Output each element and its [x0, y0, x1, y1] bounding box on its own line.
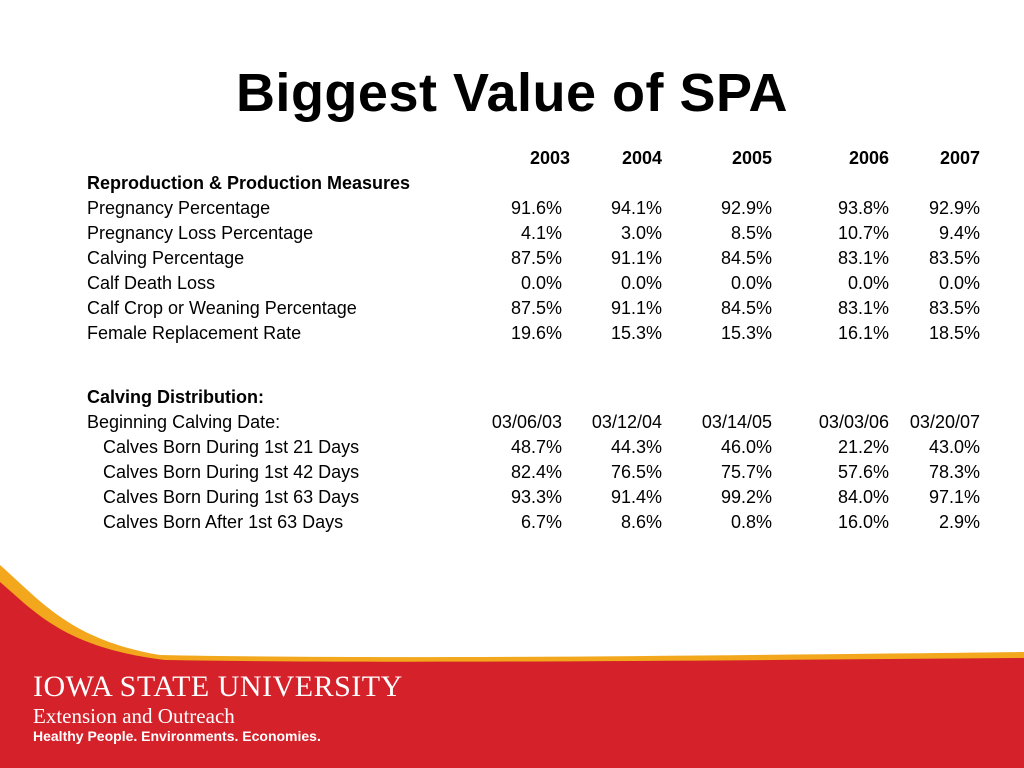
cell-2007: 92.9% [928, 198, 980, 218]
row-label: Calf Crop or Weaning Percentage [87, 298, 357, 318]
table-row: Calving Percentage 87.5% 91.1% 84.5% 83.… [87, 246, 987, 271]
cell-2004: 3.0% [620, 223, 662, 243]
cell-2004: 91.4% [610, 487, 662, 507]
table-row: Pregnancy Loss Percentage 4.1% 3.0% 8.5%… [87, 221, 987, 246]
table-row: Calves Born During 1st 42 Days 82.4% 76.… [87, 460, 987, 485]
cell-2006: 83.1% [837, 298, 889, 318]
cell-2004: 0.0% [620, 273, 662, 293]
cell-2003: 03/06/03 [491, 412, 562, 432]
cell-2003: 6.7% [520, 512, 562, 532]
row-label: Calves Born During 1st 21 Days [103, 437, 360, 457]
cell-2005: 75.7% [720, 462, 772, 482]
cell-2004: 76.5% [610, 462, 662, 482]
tagline: Healthy People. Environments. Economies. [33, 728, 321, 744]
cell-2007: 2.9% [938, 512, 980, 532]
calving-date-row: Beginning Calving Date: 03/06/03 03/12/0… [87, 410, 987, 435]
cell-2007: 97.1% [928, 487, 980, 507]
cell-2006: 93.8% [837, 198, 889, 218]
cell-2006: 84.0% [837, 487, 889, 507]
year-2005: 2005 [731, 148, 772, 168]
section-heading-calving: Calving Distribution: [87, 385, 987, 410]
row-label: Calves Born After 1st 63 Days [103, 512, 344, 532]
cell-2005: 15.3% [720, 323, 772, 343]
cell-2006: 83.1% [837, 248, 889, 268]
row-label: Beginning Calving Date: [87, 412, 281, 432]
cell-2004: 91.1% [610, 248, 662, 268]
cell-2006: 16.1% [837, 323, 889, 343]
table-row: Female Replacement Rate 19.6% 15.3% 15.3… [87, 321, 987, 346]
cell-2007: 18.5% [928, 323, 980, 343]
cell-2006: 03/03/06 [818, 412, 889, 432]
cell-2003: 19.6% [510, 323, 562, 343]
slide-title: Biggest Value of SPA [235, 63, 789, 123]
cell-2007: 83.5% [928, 248, 980, 268]
row-label: Female Replacement Rate [87, 323, 302, 343]
cell-2007: 78.3% [928, 462, 980, 482]
cell-2005: 8.5% [730, 223, 772, 243]
cell-2005: 0.8% [730, 512, 772, 532]
university-logo: IOWA STATE UNIVERSITY Extension and Outr… [33, 670, 403, 729]
cell-2003: 93.3% [510, 487, 562, 507]
section-heading-label: Calving Distribution: [87, 387, 264, 407]
cell-2006: 57.6% [837, 462, 889, 482]
year-2006: 2006 [848, 148, 889, 168]
cell-2004: 15.3% [610, 323, 662, 343]
section-heading-reproduction: Reproduction & Production Measures [87, 171, 987, 196]
cell-2003: 87.5% [510, 298, 562, 318]
table-row: Calf Death Loss 0.0% 0.0% 0.0% 0.0% 0.0% [87, 271, 987, 296]
row-label: Calves Born During 1st 63 Days [103, 487, 360, 507]
cell-2005: 0.0% [730, 273, 772, 293]
cell-2007: 03/20/07 [909, 412, 980, 432]
table-row: Pregnancy Percentage 91.6% 94.1% 92.9% 9… [87, 196, 987, 221]
year-header-row: 2003 2004 2005 2006 2007 [87, 146, 987, 171]
cell-2004: 03/12/04 [591, 412, 662, 432]
cell-2006: 16.0% [837, 512, 889, 532]
cell-2004: 8.6% [620, 512, 662, 532]
cell-2007: 83.5% [928, 298, 980, 318]
table-row: Calf Crop or Weaning Percentage 87.5% 91… [87, 296, 987, 321]
row-label: Calves Born During 1st 42 Days [103, 462, 360, 482]
cell-2004: 44.3% [610, 437, 662, 457]
table-row: Calves Born During 1st 21 Days 48.7% 44.… [87, 435, 987, 460]
row-label: Calving Percentage [87, 248, 245, 268]
cell-2006: 0.0% [847, 273, 889, 293]
cell-2003: 82.4% [510, 462, 562, 482]
cell-2007: 0.0% [938, 273, 980, 293]
cell-2005: 99.2% [720, 487, 772, 507]
data-table: 2003 2004 2005 2006 2007 Reproduction & … [87, 146, 987, 535]
cell-2005: 46.0% [720, 437, 772, 457]
cell-2003: 4.1% [520, 223, 562, 243]
table-row: Calves Born After 1st 63 Days 6.7% 8.6% … [87, 510, 987, 535]
year-2003: 2003 [529, 148, 570, 168]
cell-2006: 10.7% [837, 223, 889, 243]
cell-2003: 91.6% [510, 198, 562, 218]
row-label: Calf Death Loss [87, 273, 216, 293]
cell-2006: 21.2% [837, 437, 889, 457]
section-heading-label: Reproduction & Production Measures [87, 173, 411, 193]
extension-unit: Extension and Outreach [33, 704, 235, 728]
cell-2007: 9.4% [938, 223, 980, 243]
cell-2003: 0.0% [520, 273, 562, 293]
cell-2005: 84.5% [720, 298, 772, 318]
university-name: IOWA STATE UNIVERSITY [33, 670, 403, 703]
cell-2005: 92.9% [720, 198, 772, 218]
row-label: Pregnancy Loss Percentage [87, 223, 314, 243]
section-spacer [87, 346, 987, 385]
cell-2007: 43.0% [928, 437, 980, 457]
table-row: Calves Born During 1st 63 Days 93.3% 91.… [87, 485, 987, 510]
year-2007: 2007 [939, 148, 980, 168]
cell-2004: 94.1% [610, 198, 662, 218]
year-2004: 2004 [621, 148, 662, 168]
cell-2005: 84.5% [720, 248, 772, 268]
cell-2004: 91.1% [610, 298, 662, 318]
row-label: Pregnancy Percentage [87, 198, 271, 218]
cell-2005: 03/14/05 [701, 412, 772, 432]
cell-2003: 87.5% [510, 248, 562, 268]
cell-2003: 48.7% [510, 437, 562, 457]
